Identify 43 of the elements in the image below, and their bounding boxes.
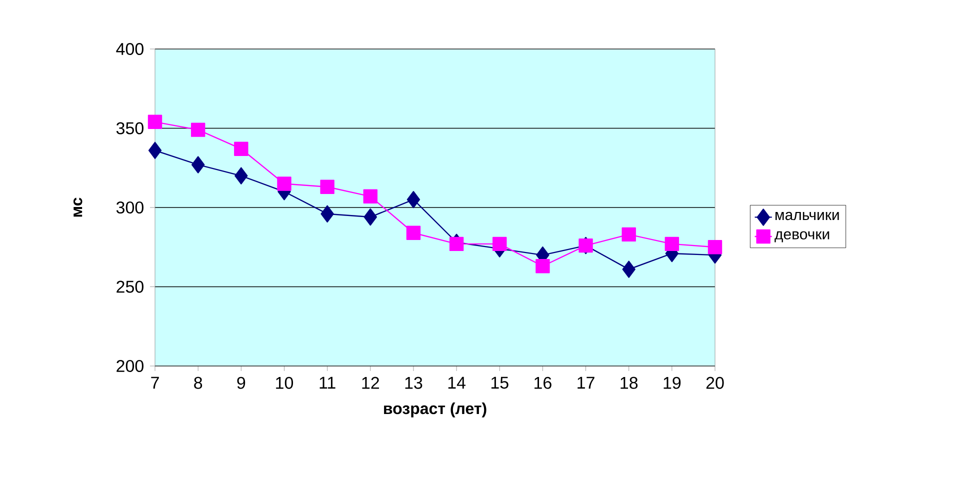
legend-label: мальчики: [776, 212, 839, 220]
y-tick-label: 250: [116, 280, 144, 293]
y-tick-label: 200: [116, 360, 144, 372]
x-tick-label: 14: [448, 376, 466, 389]
y-tick-label: 400: [116, 42, 144, 56]
legend-label: девочки: [774, 231, 830, 242]
y-tick-label: 300: [116, 201, 144, 214]
point: [234, 167, 248, 184]
x-tick-label: 11: [320, 376, 336, 389]
point: [406, 190, 420, 208]
point: [191, 156, 205, 174]
x-tick-label: 15: [491, 376, 508, 389]
point: [190, 122, 206, 137]
y-axis-title: мс: [73, 198, 82, 217]
x-tick-label: 19: [664, 376, 681, 389]
point: [449, 236, 464, 252]
point: [234, 142, 248, 156]
point: [320, 205, 334, 222]
x-tick-label: 17: [578, 376, 594, 389]
x-tick-label: 12: [362, 376, 379, 389]
x-axis-title: возраст (лет): [384, 402, 486, 418]
x-tick-label: 7: [151, 376, 159, 389]
point: [320, 180, 334, 194]
x-tick-label: 18: [620, 376, 638, 389]
x-tick-label: 8: [194, 376, 202, 389]
point: [363, 189, 378, 204]
point: [536, 259, 550, 274]
point: [406, 226, 421, 240]
x-tick-label: 20: [706, 376, 724, 389]
x-tick-label: 16: [534, 376, 552, 389]
point: [492, 236, 507, 252]
point: [622, 227, 636, 242]
point: [364, 208, 377, 226]
x-tick-label: 13: [405, 376, 422, 389]
point: [148, 142, 162, 160]
x-tick-label: 10: [276, 376, 294, 389]
point: [148, 114, 162, 130]
point: [622, 260, 636, 278]
point: [708, 240, 722, 254]
point: [664, 236, 680, 252]
y-tick-label: 350: [116, 122, 144, 134]
x-tick-label: 9: [237, 376, 246, 389]
point: [277, 176, 292, 191]
